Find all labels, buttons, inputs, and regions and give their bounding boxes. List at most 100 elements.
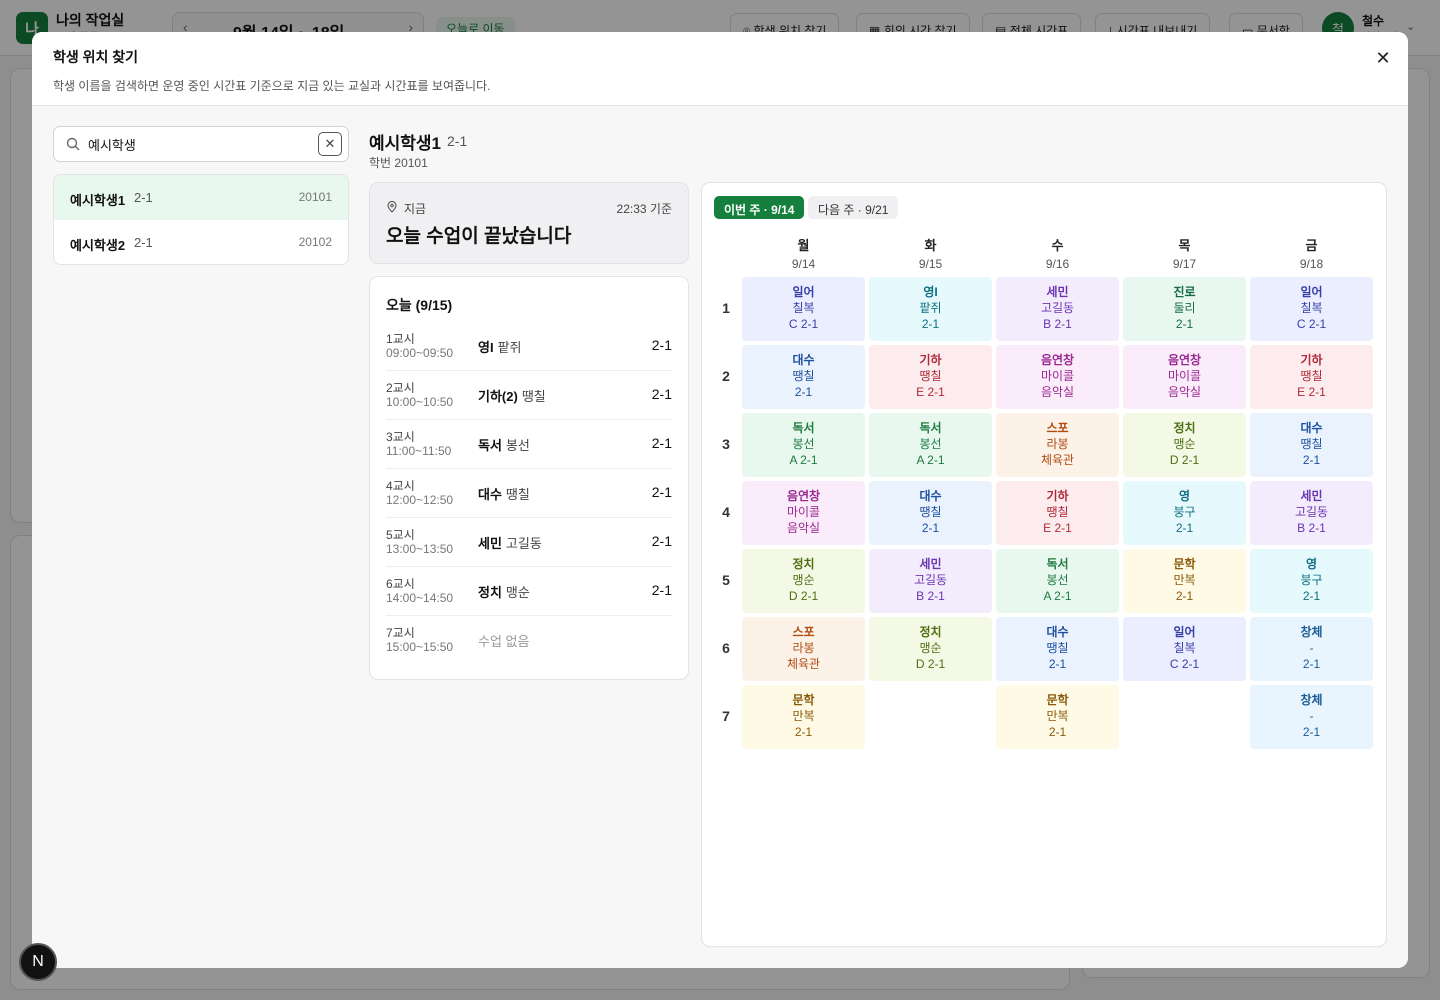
- timetable-cell[interactable]: 정치 맹순 D 2-1: [742, 549, 865, 613]
- timetable-cell[interactable]: 창체 - 2-1: [1250, 685, 1373, 749]
- student-id-label: 학번 20101: [369, 156, 428, 170]
- student-name-heading: 예시학생1: [369, 134, 442, 153]
- cell-subject: 일어: [1300, 285, 1323, 299]
- cell-teacher: 땡칠: [1046, 641, 1069, 655]
- timetable-cell[interactable]: 영 붕구 2-1: [1250, 549, 1373, 613]
- timetable-cell[interactable]: 음연창 마이콜 음악실: [996, 345, 1119, 409]
- timetable-cell[interactable]: 진로 둘리 2-1: [1123, 277, 1246, 341]
- period-label: 5교시: [386, 528, 415, 542]
- cell-room: 2-1: [794, 725, 813, 739]
- modal-header: 학생 위치 찾기 학생 이름을 검색하면 운영 중인 시간표 기준으로 지금 있…: [32, 32, 1408, 106]
- cell-subject: 문학: [1046, 693, 1069, 707]
- cell-room: 2-1: [1048, 725, 1067, 739]
- cell-room: 체육관: [1040, 453, 1075, 467]
- period-time: 12:00~12:50: [386, 493, 454, 507]
- cell-subject: 세민: [1300, 489, 1323, 503]
- day-name: 목: [1178, 238, 1191, 253]
- timetable-cell[interactable]: 독서 봉선 A 2-1: [742, 413, 865, 477]
- timetable-cell[interactable]: 문학 만복 2-1: [742, 685, 865, 749]
- cell-teacher: 고길동: [1040, 301, 1075, 315]
- timetable-cell[interactable]: 세민 고길동 B 2-1: [996, 277, 1119, 341]
- cell-teacher: 맹순: [919, 641, 942, 655]
- cell-subject: 기하: [919, 353, 942, 367]
- timetable-cell[interactable]: 영 붕구 2-1: [1123, 481, 1246, 545]
- period-number: 1: [722, 300, 730, 316]
- cell-room: 2-1: [921, 317, 940, 331]
- cell-teacher: 땡칠: [919, 505, 942, 519]
- cell-subject: 스포: [1046, 421, 1069, 435]
- cell-room: 2-1: [1302, 589, 1321, 603]
- cell-subject: 창체: [1300, 625, 1323, 639]
- period-class: 2-1: [651, 484, 672, 500]
- cell-teacher: 봉선: [1046, 573, 1069, 587]
- cell-teacher: 봉선: [919, 437, 942, 451]
- timetable-cell[interactable]: 스포 라봉 체육관: [742, 617, 865, 681]
- period-number: 7: [722, 708, 730, 724]
- timetable-cell[interactable]: 문학 만복 2-1: [996, 685, 1119, 749]
- period-time: 09:00~09:50: [386, 346, 454, 360]
- timetable-cell[interactable]: 정치 맹순 D 2-1: [1123, 413, 1246, 477]
- timetable-cell[interactable]: 영I 팥쥐 2-1: [869, 277, 992, 341]
- cell-subject: 영: [1178, 489, 1191, 503]
- timetable-cell[interactable]: 음연창 마이콜 음악실: [1123, 345, 1246, 409]
- search-input[interactable]: [88, 133, 308, 155]
- period-number: 4: [722, 504, 730, 520]
- cell-room: 음악실: [786, 521, 821, 535]
- download-icon: ⤓: [1108, 24, 1114, 38]
- timetable-cell[interactable]: 대수 땡칠 2-1: [869, 481, 992, 545]
- timetable-cell[interactable]: 기하 땡칠 E 2-1: [1250, 345, 1373, 409]
- timetable-cell[interactable]: 세민 고길동 B 2-1: [869, 549, 992, 613]
- cell-subject: 음연창: [1040, 353, 1075, 367]
- cell-room: D 2-1: [1169, 453, 1200, 467]
- cell-teacher: 라봉: [1046, 437, 1069, 451]
- tab-this-week[interactable]: 이번 주 · 9/14: [714, 196, 805, 219]
- day-date: 9/17: [1172, 257, 1197, 271]
- timetable-cell[interactable]: 일어 칠복 C 2-1: [1123, 617, 1246, 681]
- chevron-left-icon[interactable]: ‹: [183, 19, 188, 35]
- timetable-cell[interactable]: 세민 고길동 B 2-1: [1250, 481, 1373, 545]
- timetable-cell[interactable]: 일어 칠복 C 2-1: [1250, 277, 1373, 341]
- cell-subject: 정치: [1173, 421, 1196, 435]
- timetable-cell[interactable]: 독서 봉선 A 2-1: [996, 549, 1119, 613]
- period-teacher: 땡칠: [521, 389, 546, 404]
- cell-subject: 대수: [1300, 421, 1323, 435]
- cell-teacher: 붕구: [1300, 573, 1323, 587]
- pin-icon: ⌾: [743, 24, 751, 38]
- today-title: 오늘 (9/15): [386, 297, 453, 313]
- cell-teacher: 땡칠: [1300, 437, 1323, 451]
- day-header: 월 9/14: [742, 235, 865, 271]
- day-header: 목 9/17: [1123, 235, 1246, 271]
- close-icon[interactable]: ✕: [1375, 47, 1391, 68]
- timetable-cell[interactable]: 대수 땡칠 2-1: [742, 345, 865, 409]
- timetable-cell[interactable]: 일어 칠복 C 2-1: [742, 277, 865, 341]
- day-name: 화: [924, 238, 937, 253]
- cell-teacher: 고길동: [1294, 505, 1329, 519]
- timetable-cell[interactable]: 대수 땡칠 2-1: [996, 617, 1119, 681]
- day-date: 9/16: [1045, 257, 1070, 271]
- day-header: 화 9/15: [869, 235, 992, 271]
- timetable-cell[interactable]: 정치 맹순 D 2-1: [869, 617, 992, 681]
- cell-room: D 2-1: [915, 657, 946, 671]
- cell-teacher: 땡칠: [1300, 369, 1323, 383]
- timetable-cell[interactable]: 독서 봉선 A 2-1: [869, 413, 992, 477]
- timetable-cell[interactable]: 기하 땡칠 E 2-1: [996, 481, 1119, 545]
- timetable-cell[interactable]: 음연창 마이콜 음악실: [742, 481, 865, 545]
- weekly-timetable: 이번 주 · 9/14 다음 주 · 9/21 월 9/14 화 9/15 수 9/16 목…: [701, 182, 1387, 947]
- current-location-card: 지금 22:33 기준 오늘 수업이 끝났습니다: [369, 182, 689, 264]
- assistant-button[interactable]: N: [19, 943, 57, 981]
- timetable-cell[interactable]: 기하 땡칠 E 2-1: [869, 345, 992, 409]
- list-item[interactable]: 예시학생1 2-1 20101: [54, 175, 348, 220]
- cell-room: E 2-1: [1043, 521, 1072, 535]
- chevron-down-icon[interactable]: ⌄: [1406, 21, 1416, 33]
- cell-subject: 영I: [923, 285, 938, 299]
- timetable-cell[interactable]: 창체 - 2-1: [1250, 617, 1373, 681]
- chevron-right-icon[interactable]: ›: [408, 19, 413, 35]
- period-class: 2-1: [651, 337, 672, 353]
- period-row: 2교시 10:00~10:50 기하(2) 땡칠 2-1: [386, 371, 672, 420]
- tab-next-week[interactable]: 다음 주 · 9/21: [808, 196, 899, 219]
- timetable-cell[interactable]: 대수 땡칠 2-1: [1250, 413, 1373, 477]
- timetable-cell[interactable]: 문학 만복 2-1: [1123, 549, 1246, 613]
- list-item[interactable]: 예시학생2 2-1 20102: [54, 220, 348, 264]
- clear-search-button[interactable]: ✕: [318, 132, 342, 156]
